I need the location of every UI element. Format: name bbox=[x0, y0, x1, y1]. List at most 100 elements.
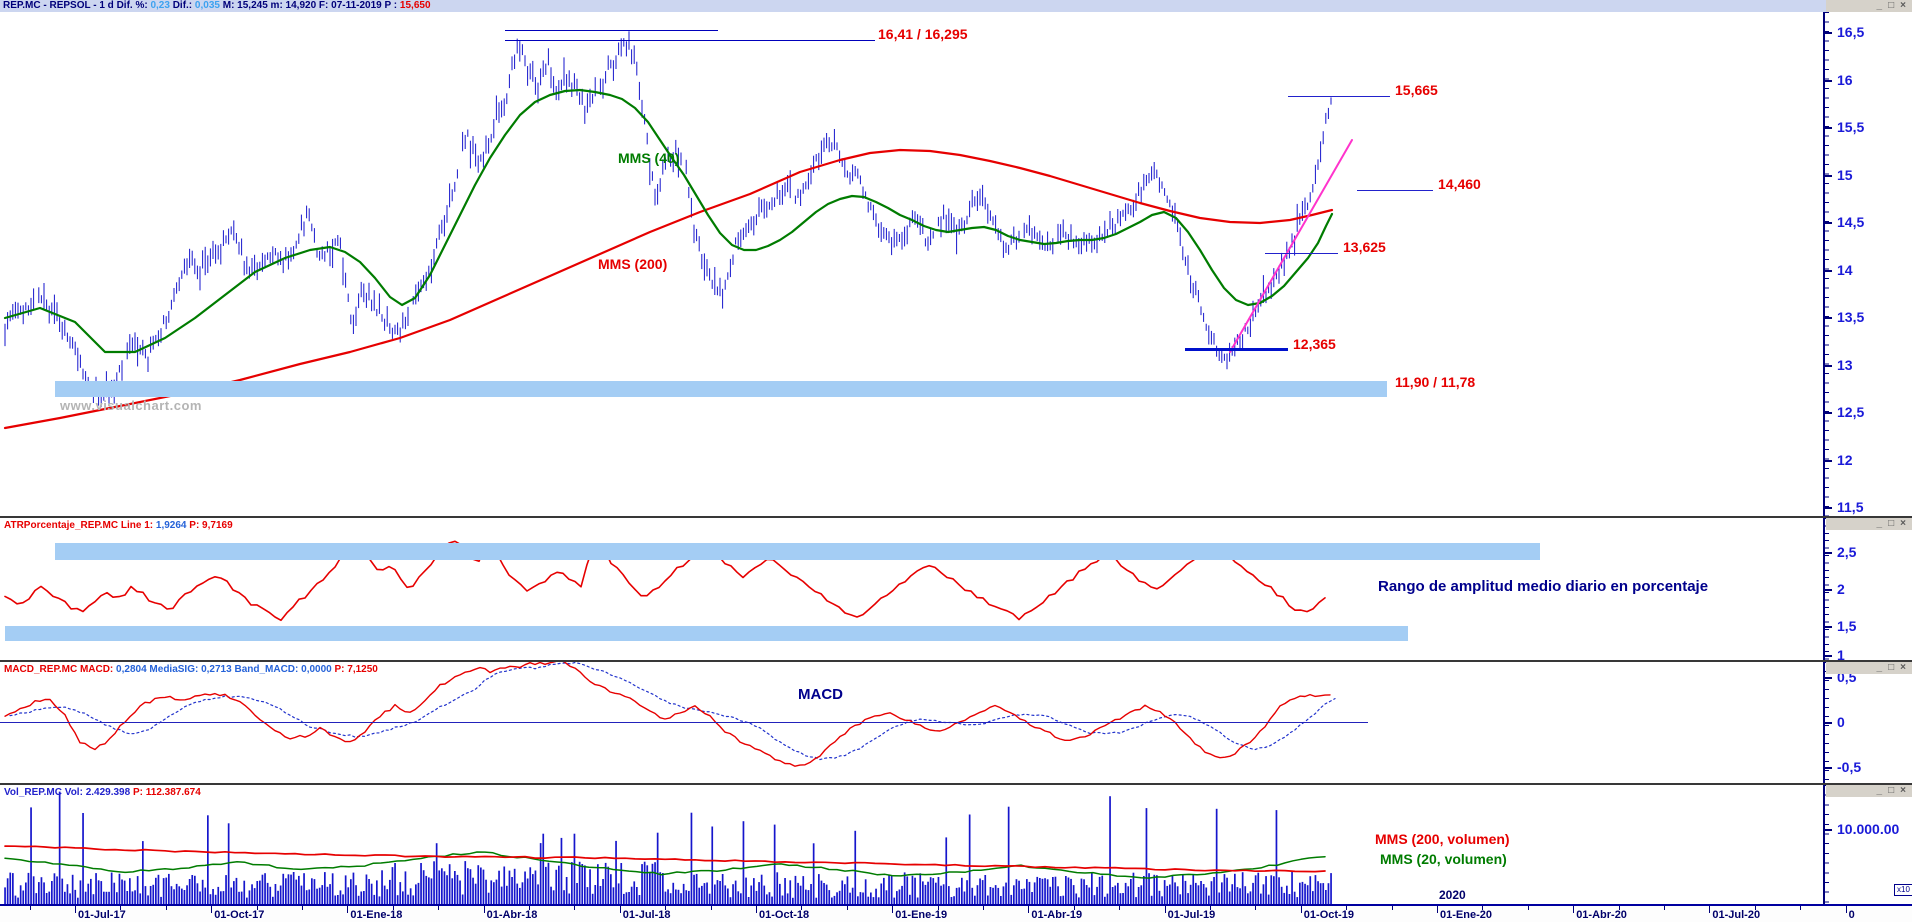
header-field: Line 1: bbox=[120, 520, 156, 531]
price-chart-plot[interactable] bbox=[0, 12, 1823, 516]
y-axis-label: 1 bbox=[1837, 647, 1845, 663]
date-label: 01-Ene-20 bbox=[1440, 909, 1492, 921]
date-label: 01-Abr-19 bbox=[1031, 909, 1083, 921]
level2-label: 13,625 bbox=[1343, 239, 1386, 255]
minimize-button[interactable]: _ bbox=[1876, 662, 1883, 673]
minimize-button[interactable]: _ bbox=[1876, 518, 1883, 529]
date-label: 01-Jul-17 bbox=[78, 909, 126, 921]
header-field: M: 15,245 bbox=[222, 0, 271, 11]
volume-y-axis[interactable]: 10.000.00 bbox=[1823, 785, 1912, 904]
header-field: ATRPorcentaje_REP.MC bbox=[4, 520, 121, 531]
macd-y-axis[interactable]: 0,5 0 -0,5 bbox=[1823, 662, 1912, 783]
time-axis-minor-tick bbox=[120, 906, 122, 910]
close-button[interactable]: × bbox=[1900, 662, 1906, 673]
y-axis-tick bbox=[1825, 317, 1832, 319]
time-axis-minor-tick bbox=[165, 906, 167, 910]
header-field: 0,2804 bbox=[116, 664, 150, 675]
time-axis-minor-tick bbox=[1210, 906, 1211, 910]
date-label: 01-Jul-18 bbox=[622, 909, 671, 921]
macd-line bbox=[4, 662, 1331, 767]
y-axis-tick bbox=[1825, 32, 1832, 34]
volume-plot[interactable] bbox=[0, 785, 1823, 904]
date-label: 01-Oct-18 bbox=[759, 909, 810, 921]
y-axis-tick bbox=[1825, 829, 1832, 831]
volume-mms200-label: MMS (200, volumen) bbox=[1375, 831, 1510, 847]
level2-line bbox=[1265, 253, 1338, 254]
support-zone-band bbox=[55, 381, 1387, 397]
time-axis-minor-tick bbox=[1800, 906, 1802, 910]
close-button[interactable]: × bbox=[1900, 0, 1906, 11]
time-axis-tick bbox=[892, 906, 894, 913]
price-panel[interactable]: 16,41 / 16,295 15,665 14,460 13,625 12,3… bbox=[0, 12, 1912, 518]
time-axis-minor-tick bbox=[574, 906, 576, 910]
close-button[interactable]: × bbox=[1900, 785, 1906, 796]
maximize-button[interactable]: □ bbox=[1888, 0, 1895, 11]
y-axis-tick bbox=[1825, 552, 1832, 554]
time-axis-tick bbox=[756, 906, 757, 913]
close-button[interactable]: × bbox=[1900, 518, 1906, 529]
y-axis-tick bbox=[1825, 127, 1832, 129]
volume-mms200-line bbox=[4, 845, 1326, 873]
watermark: www.visualchart.com bbox=[60, 398, 202, 413]
y-axis-label: 15,5 bbox=[1837, 119, 1865, 135]
time-axis-minor-tick bbox=[1255, 906, 1257, 910]
time-axis-minor-tick bbox=[937, 906, 939, 910]
header-field: Dif.: bbox=[172, 0, 195, 11]
time-axis-minor-tick bbox=[529, 906, 530, 910]
volume-mms20-line bbox=[4, 851, 1326, 879]
mms40-line bbox=[3, 88, 1334, 354]
y-axis-tick bbox=[1825, 626, 1832, 628]
header-field: 1 d bbox=[99, 0, 117, 11]
macd-panel[interactable]: MACD_REP.MC MACD: 0,2804 MediaSIG: 0,271… bbox=[0, 662, 1912, 785]
header-field: MACD_REP.MC bbox=[4, 664, 80, 675]
y-axis-tick bbox=[1825, 655, 1832, 657]
atr-upper-band bbox=[55, 543, 1540, 560]
macd-plot[interactable] bbox=[0, 662, 1823, 783]
time-axis-tick bbox=[1300, 906, 1302, 913]
minimize-button[interactable]: _ bbox=[1876, 785, 1883, 796]
y-axis-tick bbox=[1825, 222, 1832, 224]
y-axis-label: 12,5 bbox=[1837, 404, 1865, 420]
header-field: P: 112.387.674 bbox=[132, 787, 201, 798]
volume-bars bbox=[4, 791, 1332, 904]
year-marker-label: 2020 bbox=[1439, 888, 1466, 902]
time-axis-minor-tick bbox=[1346, 906, 1348, 910]
date-label: 01-Jul-20 bbox=[1712, 909, 1761, 921]
y-axis-label: 13 bbox=[1837, 356, 1853, 373]
atr-panel[interactable]: ATRPorcentaje_REP.MC Line 1: 1,9264 P: 9… bbox=[0, 518, 1912, 663]
time-axis-tick bbox=[1573, 906, 1575, 913]
time-axis-minor-tick bbox=[392, 906, 394, 910]
header-field: Vol_REP.MC bbox=[4, 787, 65, 798]
volume-panel[interactable]: Vol_REP.MC Vol: 2.429.398 P: 112.387.674… bbox=[0, 785, 1912, 906]
date-label: 01-Abr-20 bbox=[1576, 909, 1627, 921]
y-axis-label: 16,5 bbox=[1837, 24, 1865, 40]
date-label: 01-Oct-17 bbox=[214, 909, 265, 921]
minimize-button[interactable]: _ bbox=[1876, 0, 1883, 11]
atr-y-axis[interactable]: 2,5 2 1,5 1 bbox=[1823, 518, 1912, 663]
date-label: 01-Oct-19 bbox=[1303, 909, 1354, 921]
time-axis-minor-tick bbox=[1664, 906, 1665, 910]
maximize-button[interactable]: □ bbox=[1888, 662, 1895, 673]
time-axis-tick bbox=[211, 906, 213, 913]
resistance-line-upper bbox=[505, 30, 718, 31]
macd-signal-line bbox=[9, 662, 1336, 761]
atr-header: ATRPorcentaje_REP.MC Line 1: 1,9264 P: 9… bbox=[4, 520, 233, 531]
resistance-label: 16,41 / 16,295 bbox=[878, 26, 968, 42]
time-axis[interactable]: 01-Jul-17 01-Oct-17 01-Ene-18 01-Abr-18 01-J… bbox=[0, 906, 1912, 922]
time-axis-minor-tick bbox=[710, 906, 712, 910]
time-axis-tick bbox=[1164, 906, 1166, 913]
y-axis-tick bbox=[1825, 767, 1832, 769]
time-axis-minor-tick bbox=[983, 906, 984, 910]
volume-header: Vol_REP.MC Vol: 2.429.398 P: 112.387.674 bbox=[4, 787, 201, 798]
level1-label: 14,460 bbox=[1438, 176, 1481, 192]
titlebar: REP.MC - REPSOL - 1 d Dif. %: 0,23 Dif.:… bbox=[0, 0, 1826, 12]
y-axis-label: 10.000.00 bbox=[1837, 821, 1900, 837]
time-axis-minor-tick bbox=[1618, 906, 1620, 910]
time-axis-tick bbox=[483, 906, 485, 913]
maximize-button[interactable]: □ bbox=[1888, 518, 1895, 529]
maximize-button[interactable]: □ bbox=[1888, 785, 1895, 796]
header-field: 0,23 bbox=[150, 0, 173, 11]
price-y-axis[interactable]: 16,5 16 15,5 15 14,5 14 13,5 13 12,5 12 11,5 bbox=[1823, 12, 1912, 516]
atr-lower-band bbox=[5, 626, 1408, 641]
time-axis-minor-tick bbox=[1482, 906, 1484, 910]
